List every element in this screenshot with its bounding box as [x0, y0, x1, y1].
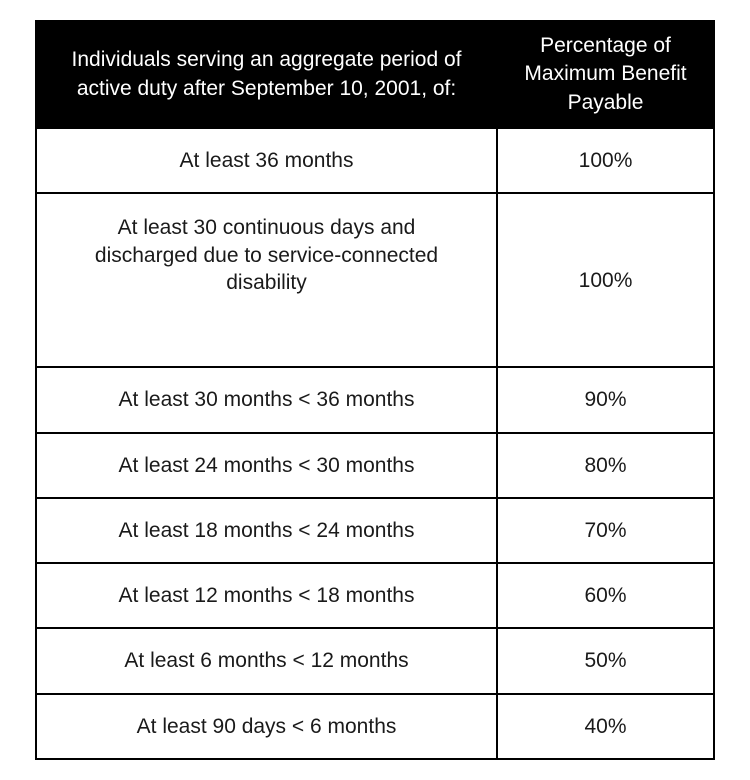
cell-service: At least 18 months < 24 months	[36, 498, 497, 563]
cell-percent: 50%	[497, 628, 714, 693]
table-header: Individuals serving an aggregate period …	[36, 21, 714, 128]
table-row: At least 24 months < 30 months 80%	[36, 433, 714, 498]
table-row: At least 36 months 100%	[36, 128, 714, 193]
cell-service: At least 30 months < 36 months	[36, 367, 497, 432]
table-row: At least 6 months < 12 months 50%	[36, 628, 714, 693]
cell-service: At least 6 months < 12 months	[36, 628, 497, 693]
cell-percent: 100%	[497, 128, 714, 193]
cell-percent: 100%	[497, 193, 714, 367]
cell-service: At least 24 months < 30 months	[36, 433, 497, 498]
cell-service: At least 90 days < 6 months	[36, 694, 497, 759]
table-body: At least 36 months 100% At least 30 cont…	[36, 128, 714, 759]
table-header-row: Individuals serving an aggregate period …	[36, 21, 714, 128]
column-header-service: Individuals serving an aggregate period …	[36, 21, 497, 128]
cell-percent: 80%	[497, 433, 714, 498]
cell-percent: 40%	[497, 694, 714, 759]
benefit-table-container: Individuals serving an aggregate period …	[35, 20, 715, 760]
table-row: At least 12 months < 18 months 60%	[36, 563, 714, 628]
table-row: At least 30 months < 36 months 90%	[36, 367, 714, 432]
table-row: At least 18 months < 24 months 70%	[36, 498, 714, 563]
benefit-table: Individuals serving an aggregate period …	[35, 20, 715, 760]
column-header-percent: Percentage of Maximum Benefit Payable	[497, 21, 714, 128]
cell-service: At least 30 continuous days and discharg…	[36, 193, 497, 367]
table-row: At least 90 days < 6 months 40%	[36, 694, 714, 759]
cell-percent: 70%	[497, 498, 714, 563]
table-row: At least 30 continuous days and discharg…	[36, 193, 714, 367]
cell-percent: 90%	[497, 367, 714, 432]
cell-percent: 60%	[497, 563, 714, 628]
cell-service: At least 36 months	[36, 128, 497, 193]
cell-service: At least 12 months < 18 months	[36, 563, 497, 628]
